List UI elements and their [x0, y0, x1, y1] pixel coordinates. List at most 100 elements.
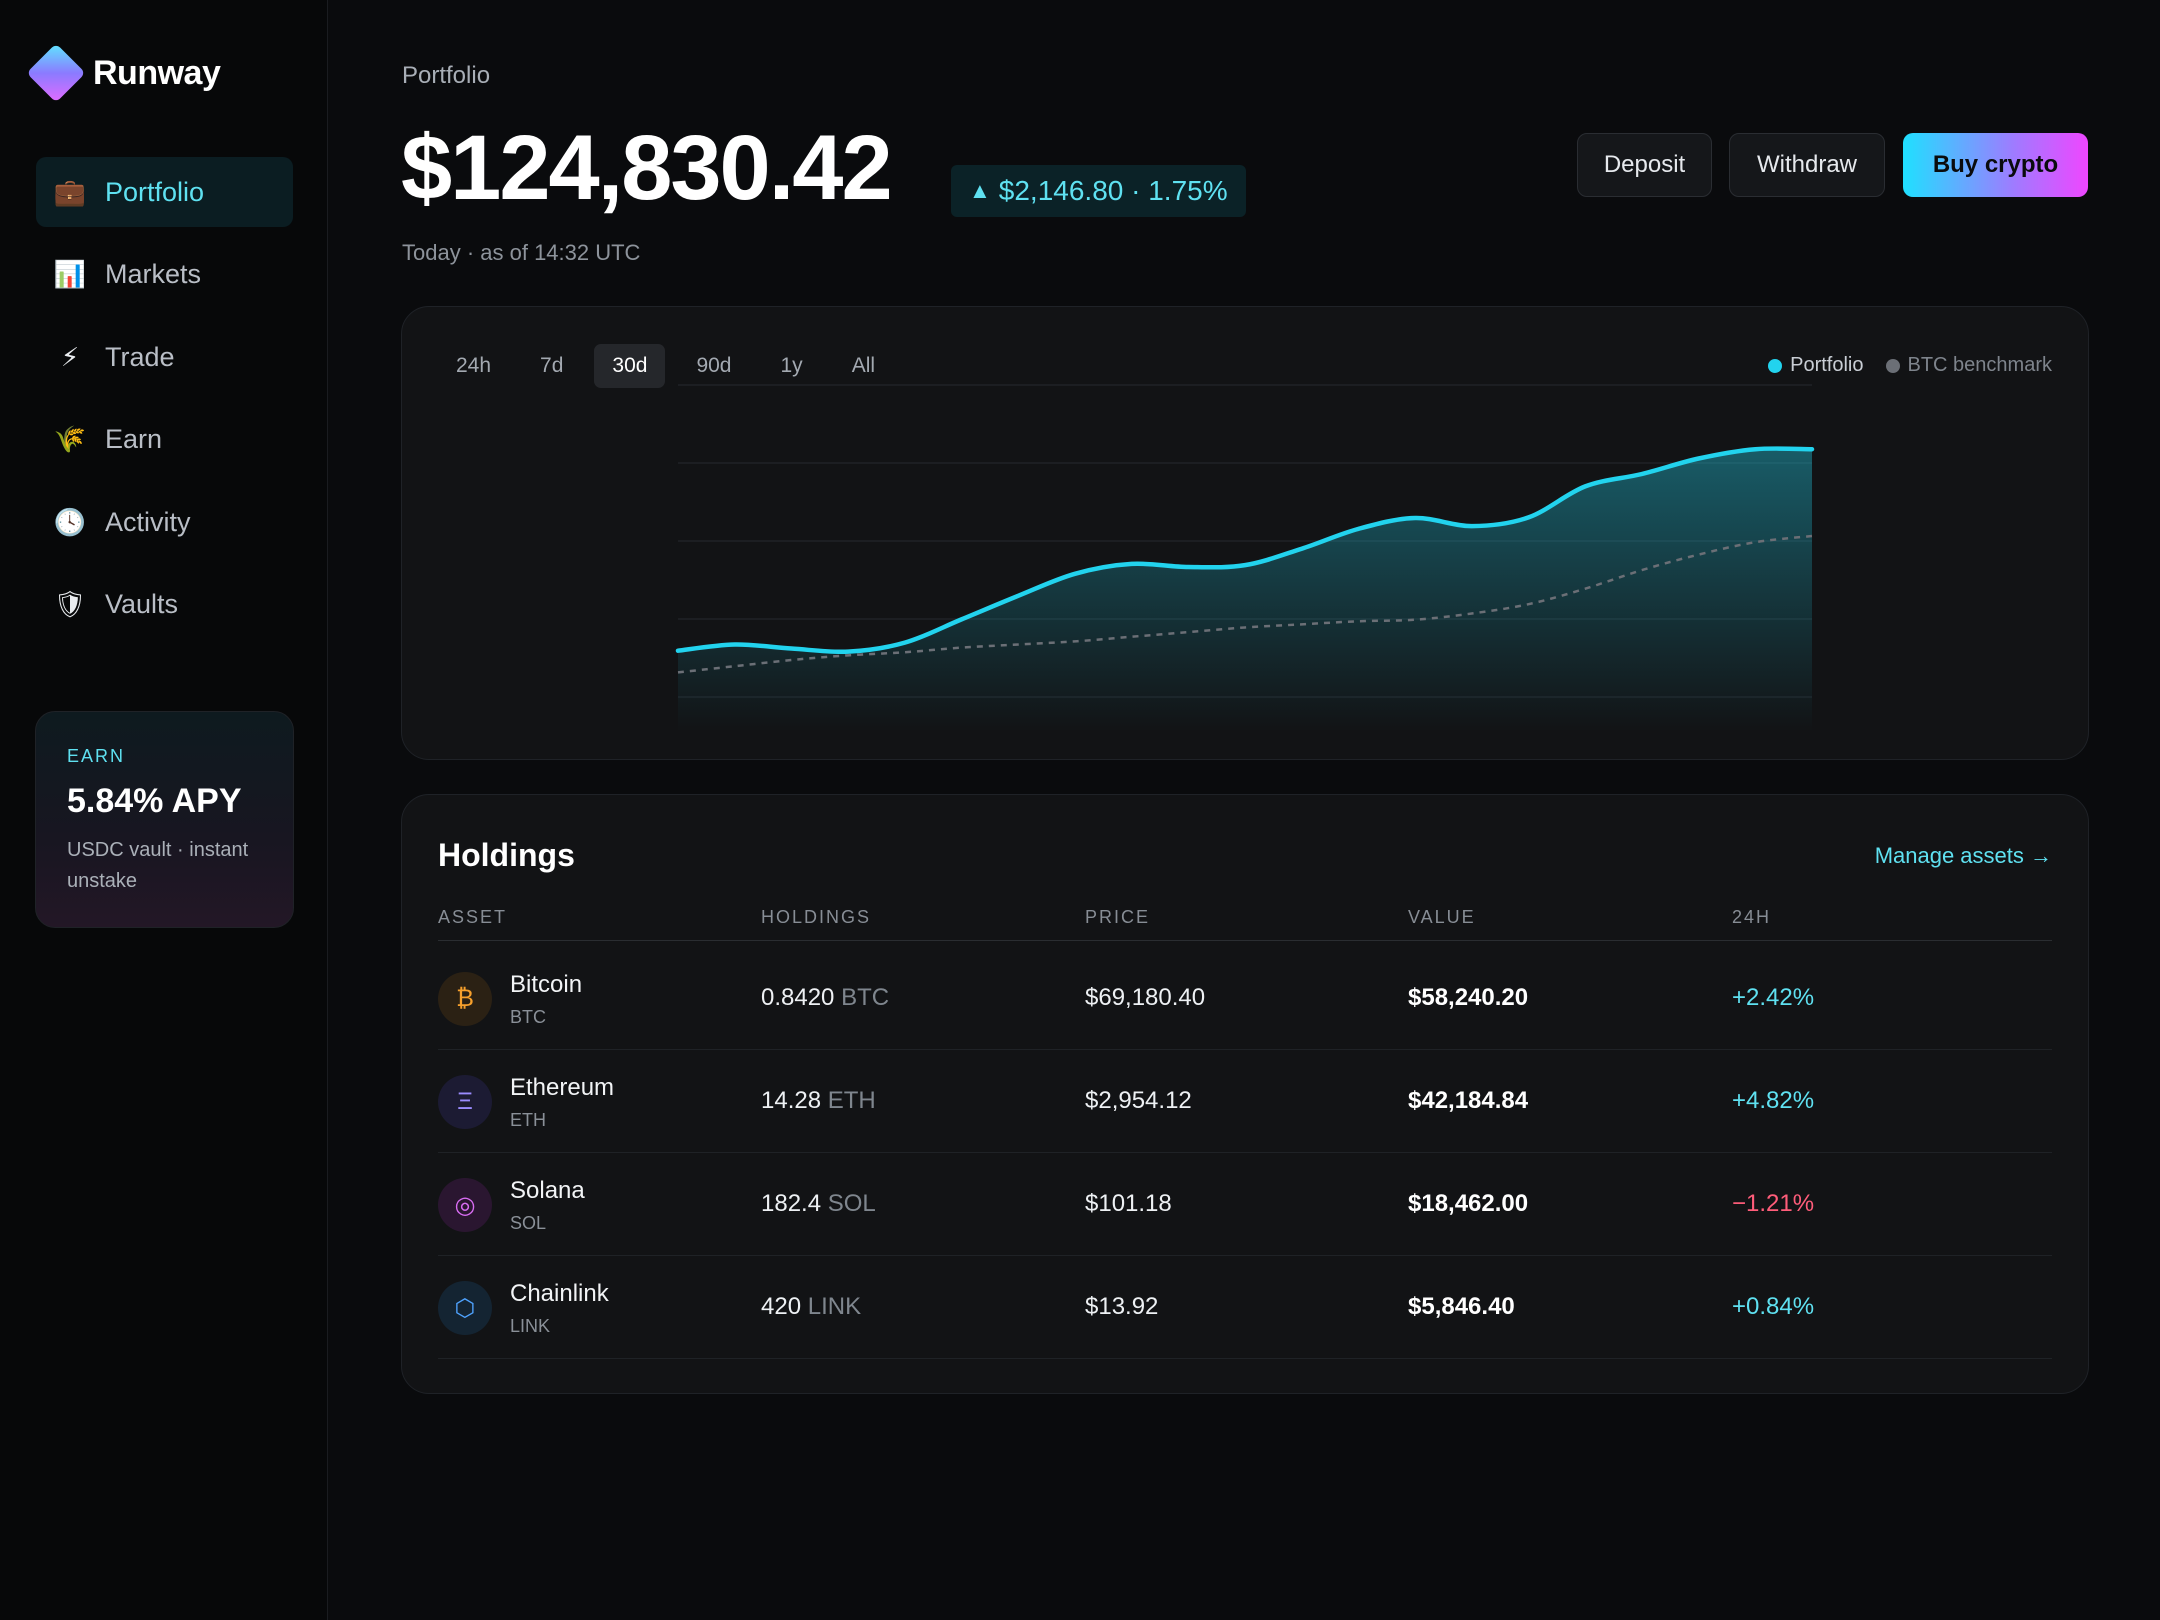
- column-header-asset[interactable]: ASSET: [438, 907, 508, 927]
- range-tab-30d[interactable]: 30d: [594, 344, 666, 388]
- column-header-value[interactable]: VALUE: [1408, 907, 1476, 927]
- brand[interactable]: Runway: [26, 43, 221, 103]
- asset-price: $69,180.40: [1085, 984, 1206, 1011]
- holding-quantity: 182.4: [761, 1190, 822, 1217]
- range-tab-all[interactable]: All: [851, 354, 876, 377]
- holding-unit: LINK: [807, 1293, 862, 1320]
- portfolio-chart-card: 24h 7d 30d 90d 1y All Portfolio BTC benchmark: [401, 306, 2089, 760]
- range-tab-90d[interactable]: 90d: [696, 354, 732, 377]
- sidebar-item-markets[interactable]: 📊 Markets: [36, 240, 293, 310]
- ethereum-icon: Ξ: [438, 1075, 492, 1129]
- portfolio-balance: $124,830.42: [401, 117, 893, 219]
- briefcase-icon: 💼: [53, 176, 87, 207]
- holding-unit: ETH: [827, 1087, 876, 1114]
- series-line-portfolio: [675, 446, 1815, 655]
- holding-amount: 14.28 ETH: [761, 1087, 876, 1115]
- earn-promo-card[interactable]: EARN 5.84% APY USDC vault · instant unst…: [35, 711, 294, 928]
- asset-price: $13.92: [1085, 1293, 1159, 1320]
- portfolio-dot-icon: [1768, 358, 1783, 373]
- table-row-sol[interactable]: ◎ Solana SOL 182.4 SOL $101.18 $18,462.00 −1.2…: [438, 1153, 2052, 1256]
- as-of-timestamp: Today · as of 14:32 UTC: [402, 240, 641, 265]
- legend-item-benchmark: BTC benchmark: [1885, 354, 2052, 377]
- manage-assets-link[interactable]: Manage assets →: [1874, 843, 2052, 868]
- earn-apy: 5.84% APY: [67, 782, 242, 820]
- sidebar: Runway 💼 Portfolio 📊 Markets ⚡ Trade 🌾 Earn 🕓 Act…: [0, 0, 328, 1620]
- asset-24h-change: −1.21%: [1732, 1190, 1815, 1217]
- chart-legend: Portfolio BTC benchmark: [1746, 354, 2052, 377]
- bar-chart-icon: 📊: [53, 259, 87, 289]
- range-tab-24h[interactable]: 24h: [456, 354, 492, 377]
- sidebar-item-trade[interactable]: ⚡ Trade: [36, 322, 293, 392]
- holdings-title: Holdings: [438, 837, 575, 873]
- range-tab-7d[interactable]: 7d: [540, 354, 564, 377]
- asset-value: $58,240.20: [1408, 984, 1529, 1011]
- sidebar-item-label: Trade: [105, 341, 175, 372]
- table-row-btc[interactable]: ₿ Bitcoin BTC 0.8420 BTC $69,180.40 $58,240.2…: [438, 947, 2052, 1050]
- sidebar-item-label: Markets: [105, 259, 202, 289]
- balance-change-text: $2,146.80 · 1.75%: [998, 175, 1228, 206]
- asset-name: Bitcoin: [510, 971, 583, 998]
- sidebar-item-label: Earn: [105, 424, 163, 454]
- asset-24h-change: +4.82%: [1732, 1087, 1815, 1114]
- asset-price: $2,954.12: [1085, 1087, 1192, 1114]
- asset-value: $5,846.40: [1408, 1293, 1515, 1320]
- benchmark-dot-icon: [1885, 358, 1900, 373]
- asset-24h-change: +0.84%: [1732, 1293, 1815, 1320]
- sidebar-item-vaults[interactable]: 🛡 Vaults: [36, 570, 293, 640]
- sidebar-item-label: Portfolio: [105, 176, 205, 207]
- holdings-table-header: ASSET HOLDINGS PRICE VALUE 24H: [438, 907, 2052, 941]
- breadcrumb: Portfolio: [402, 62, 491, 89]
- up-arrow-icon: ▲: [969, 178, 991, 203]
- sidebar-nav: 💼 Portfolio 📊 Markets ⚡ Trade 🌾 Earn 🕓 Activity 🛡 V…: [36, 157, 293, 652]
- brand-name: Runway: [93, 53, 221, 92]
- asset-symbol: SOL: [510, 1213, 547, 1233]
- holdings-card: Holdings Manage assets → ASSET HOLDINGS …: [401, 794, 2089, 1394]
- sidebar-item-label: Activity: [105, 506, 191, 537]
- table-row-eth[interactable]: Ξ Ethereum ETH 14.28 ETH $2,954.12 $42,184.84…: [438, 1050, 2052, 1153]
- shield-icon: 🛡: [53, 589, 87, 619]
- buy-crypto-button[interactable]: Buy crypto: [1903, 133, 2088, 197]
- asset-24h-change: +2.42%: [1732, 984, 1815, 1011]
- lightning-icon: ⚡: [60, 341, 80, 372]
- legend-item-portfolio: Portfolio: [1768, 354, 1864, 377]
- holding-unit: BTC: [841, 984, 890, 1011]
- withdraw-button[interactable]: Withdraw: [1729, 133, 1885, 197]
- logo-icon: [26, 43, 86, 103]
- solana-icon: ◎: [438, 1178, 492, 1232]
- wheat-icon: 🌾: [53, 424, 87, 454]
- sidebar-item-earn[interactable]: 🌾 Earn: [36, 405, 293, 475]
- earn-description: USDC vault · instant unstake: [67, 839, 249, 892]
- holding-amount: 182.4 SOL: [761, 1190, 876, 1218]
- holding-quantity: 420: [761, 1293, 802, 1320]
- sidebar-item-portfolio[interactable]: 💼 Portfolio: [36, 157, 293, 227]
- series-line-btc-benchmark: [677, 534, 1813, 674]
- table-row-link[interactable]: ⬡ Chainlink LINK 420 LINK $13.92 $5,846.40 +0.…: [438, 1256, 2052, 1359]
- column-header-holdings[interactable]: HOLDINGS: [761, 907, 872, 927]
- asset-value: $42,184.84: [1408, 1087, 1529, 1114]
- portfolio-area: [678, 448, 1812, 732]
- asset-price: $101.18: [1085, 1190, 1172, 1217]
- earn-tag: EARN: [67, 746, 126, 766]
- asset-name: Chainlink: [510, 1280, 609, 1307]
- sidebar-item-activity[interactable]: 🕓 Activity: [36, 487, 293, 557]
- portfolio-chart: [675, 384, 1815, 732]
- asset-symbol: LINK: [510, 1316, 551, 1336]
- legend-label-portfolio: Portfolio: [1790, 354, 1864, 376]
- column-header-price[interactable]: PRICE: [1085, 907, 1151, 927]
- column-header-24h[interactable]: 24H: [1732, 907, 1772, 927]
- bitcoin-icon: ₿: [438, 972, 492, 1026]
- balance-change-badge: ▲ $2,146.80 · 1.75%: [951, 165, 1246, 217]
- sidebar-item-label: Vaults: [105, 589, 179, 619]
- deposit-button[interactable]: Deposit: [1577, 133, 1712, 197]
- range-tab-1y[interactable]: 1y: [780, 354, 803, 377]
- asset-symbol: BTC: [510, 1007, 546, 1027]
- clock-icon: 🕓: [53, 506, 87, 537]
- asset-value: $18,462.00: [1408, 1190, 1529, 1217]
- chainlink-icon: ⬡: [438, 1281, 492, 1335]
- holding-unit: SOL: [827, 1190, 876, 1217]
- holding-amount: 0.8420 BTC: [761, 984, 889, 1012]
- holding-quantity: 14.28: [761, 1087, 822, 1114]
- time-range-selector: 24h 7d 30d 90d 1y All: [438, 344, 906, 388]
- asset-symbol: ETH: [510, 1110, 546, 1130]
- holding-quantity: 0.8420: [761, 984, 835, 1011]
